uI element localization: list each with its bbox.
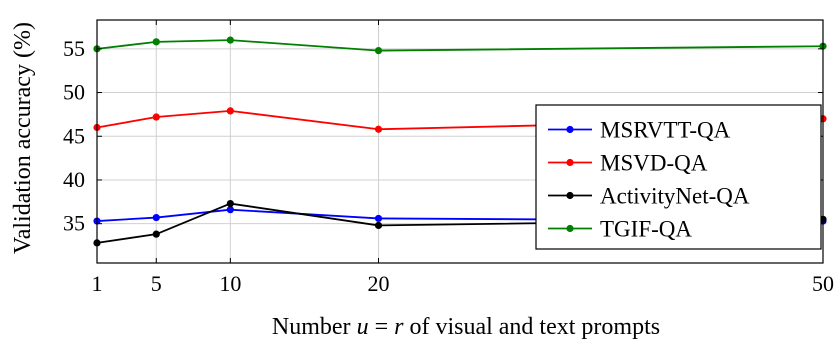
data-point bbox=[374, 46, 383, 55]
data-point bbox=[374, 214, 383, 223]
legend-item: ActivityNet-QA bbox=[548, 184, 750, 209]
plot-frame bbox=[96, 19, 824, 264]
legend-swatch-marker bbox=[566, 224, 574, 233]
legend-label: ActivityNet-QA bbox=[600, 184, 750, 209]
x-tick-label: 10 bbox=[219, 271, 241, 296]
series-msvd-qa bbox=[93, 107, 827, 133]
data-point bbox=[226, 36, 234, 44]
legend-item: MSRVTT-QA bbox=[548, 118, 731, 143]
y-tick-label: 40 bbox=[63, 167, 85, 192]
data-point bbox=[226, 107, 234, 115]
legend: MSRVTT-QA MSVD-QA ActivityNet-QA TGIF-QA bbox=[535, 104, 822, 250]
data-point bbox=[374, 221, 383, 230]
data-point bbox=[152, 38, 160, 46]
y-tick-label: 55 bbox=[63, 36, 85, 61]
legend-item: TGIF-QA bbox=[548, 217, 692, 242]
legend-swatch-marker bbox=[566, 158, 574, 167]
data-point bbox=[374, 125, 383, 133]
data-point bbox=[226, 199, 234, 208]
legend-swatch-marker bbox=[566, 125, 574, 134]
x-tick-label: 5 bbox=[151, 271, 162, 296]
data-point bbox=[152, 230, 160, 238]
x-tick-label: 50 bbox=[812, 271, 834, 296]
legend-label: TGIF-QA bbox=[600, 217, 692, 242]
x-tick-label: 1 bbox=[92, 271, 103, 296]
tick-labels: 1 5 10 20 50 35 40 45 50 55 bbox=[63, 36, 834, 296]
legend-label: MSRVTT-QA bbox=[600, 118, 731, 143]
legend-label: MSVD-QA bbox=[600, 151, 708, 176]
x-axis-label: Number u = r of visual and text prompts bbox=[272, 314, 660, 340]
x-tick-label: 20 bbox=[368, 271, 390, 296]
data-point bbox=[152, 213, 160, 222]
legend-swatch-marker bbox=[566, 191, 574, 200]
legend-item: MSVD-QA bbox=[548, 151, 708, 176]
data-point bbox=[226, 206, 234, 214]
y-tick-label: 50 bbox=[63, 80, 85, 105]
y-tick-label: 35 bbox=[63, 211, 85, 236]
series-tgif-qa bbox=[93, 36, 827, 55]
y-axis-label: Validation accuracy (%) bbox=[10, 22, 36, 254]
data-point bbox=[152, 113, 160, 121]
y-tick-label: 45 bbox=[63, 123, 85, 148]
